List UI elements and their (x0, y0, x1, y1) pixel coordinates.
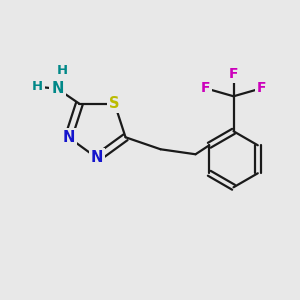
Text: F: F (257, 81, 266, 95)
Text: F: F (229, 67, 238, 81)
Text: F: F (201, 81, 210, 95)
Text: H: H (57, 64, 68, 77)
Text: N: N (51, 81, 64, 96)
Text: N: N (62, 130, 75, 145)
Text: H: H (32, 80, 43, 93)
Text: S: S (110, 96, 120, 111)
Text: N: N (91, 151, 103, 166)
